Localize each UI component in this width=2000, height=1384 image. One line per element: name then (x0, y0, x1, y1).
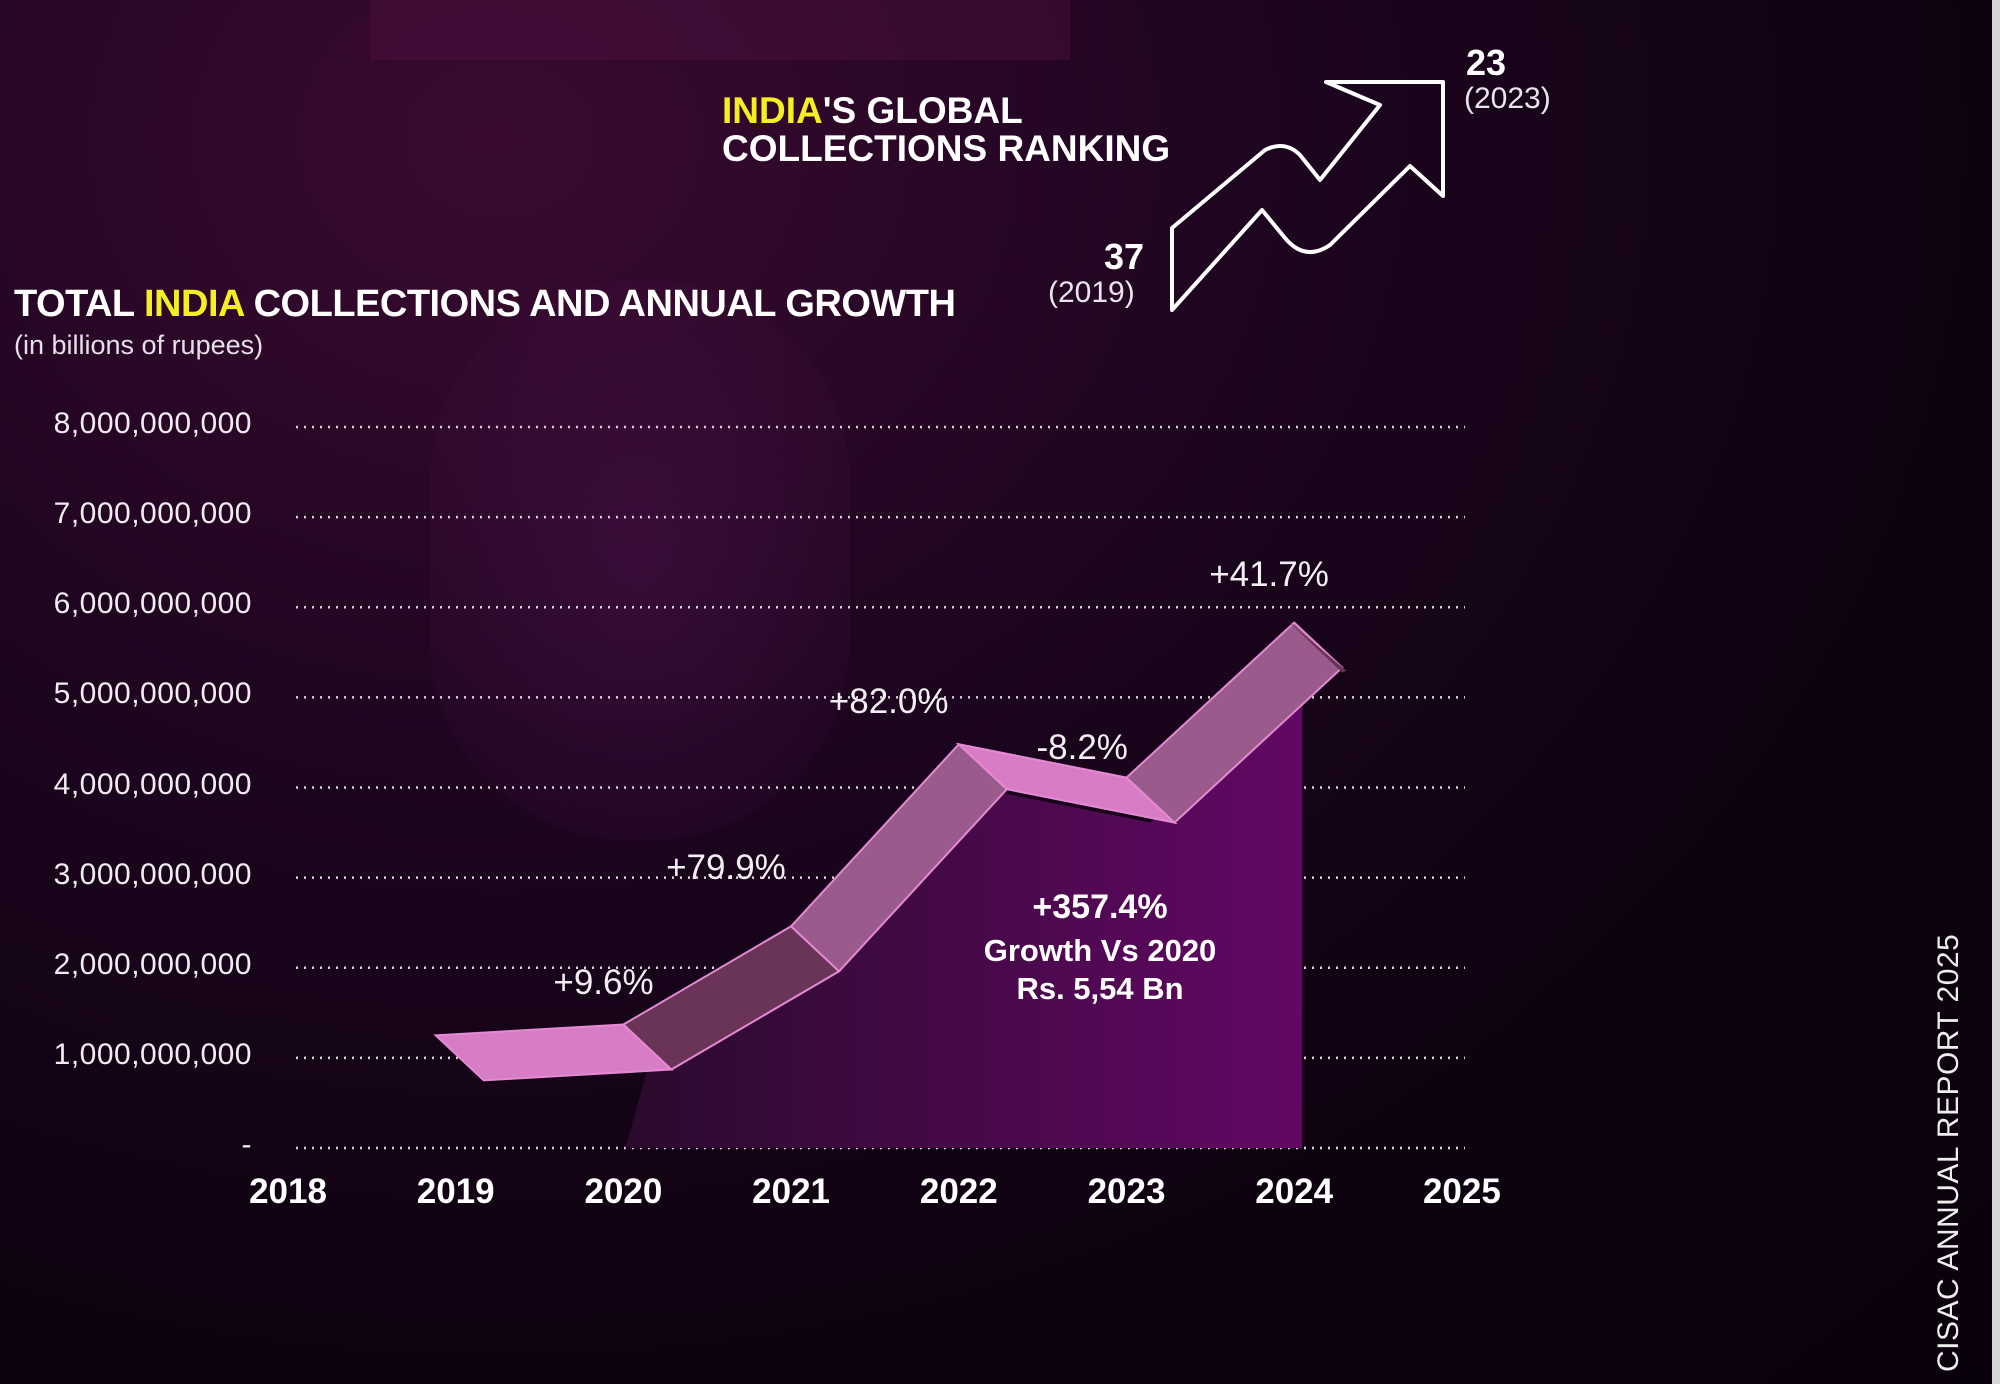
y-tick-label: 3,000,000,000 (53, 857, 252, 891)
ranking-end-value: 23 (1466, 42, 1507, 83)
chart-subtitle: (in billions of rupees) (14, 330, 264, 360)
ranking-title: INDIA'S GLOBAL COLLECTIONS RANKING (722, 92, 1170, 168)
ranking-title-line2: COLLECTIONS RANKING (722, 128, 1171, 169)
growth-label: +41.7% (1209, 554, 1329, 594)
growth-label: +79.9% (666, 848, 786, 888)
growth-label: +9.6% (553, 962, 654, 1002)
callout-line2: Rs. 5,54 Bn (1016, 971, 1184, 1006)
growth-callout: +357.4% Growth Vs 2020 Rs. 5,54 Bn (920, 888, 1280, 1007)
ranking-title-line1: 'S GLOBAL (822, 90, 1023, 131)
y-tick-label: 1,000,000,000 (53, 1037, 252, 1071)
title-prefix: TOTAL (14, 283, 144, 325)
x-tick-label: 2020 (584, 1172, 663, 1211)
y-tick-label: - (241, 1128, 252, 1161)
area-fill-shape (625, 667, 1319, 1148)
ribbon-end-cap (1284, 617, 1347, 673)
area-fill (625, 667, 1319, 1148)
y-tick-label: 6,000,000,000 (53, 587, 252, 621)
x-tick-label: 2025 (1422, 1172, 1501, 1211)
x-tick-label: 2022 (919, 1172, 998, 1211)
chart-title: TOTAL INDIA COLLECTIONS AND ANNUAL GROWT… (14, 283, 956, 326)
callout-growth: +357.4% (1032, 888, 1168, 926)
growth-label: +82.0% (828, 682, 949, 722)
ranking-start-value: 37 (1104, 236, 1145, 277)
callout-line1: Growth Vs 2020 (983, 933, 1217, 968)
ranking-title-highlight: INDIA (722, 90, 823, 131)
x-tick-label: 2021 (752, 1172, 831, 1211)
x-tick-label: 2018 (249, 1172, 327, 1211)
y-tick-label: 8,000,000,000 (53, 407, 252, 440)
title-highlight: INDIA (144, 283, 244, 325)
ranking-start-year: (2019) (1048, 276, 1135, 309)
report-label: CISAC ANNUAL REPORT 2025 (1932, 933, 1965, 1372)
title-suffix: COLLECTIONS AND ANNUAL GROWTH (243, 283, 956, 325)
growth-label: -8.2% (1036, 727, 1128, 767)
window-edge (1992, 0, 2000, 1384)
y-tick-label: 2,000,000,000 (53, 947, 252, 981)
y-tick-label: 4,000,000,000 (53, 767, 252, 801)
background-decoration (370, 0, 1070, 60)
y-tick-label: 7,000,000,000 (53, 497, 252, 531)
rising-arrow-icon (1170, 80, 1445, 312)
y-tick-label: 5,000,000,000 (53, 677, 252, 711)
x-tick-label: 2019 (416, 1172, 495, 1211)
x-tick-label: 2023 (1087, 1172, 1166, 1211)
ribbon-series (433, 617, 1347, 1082)
ranking-end-year: (2023) (1464, 82, 1551, 115)
x-tick-label: 2024 (1255, 1172, 1334, 1211)
background-decoration (430, 280, 850, 840)
